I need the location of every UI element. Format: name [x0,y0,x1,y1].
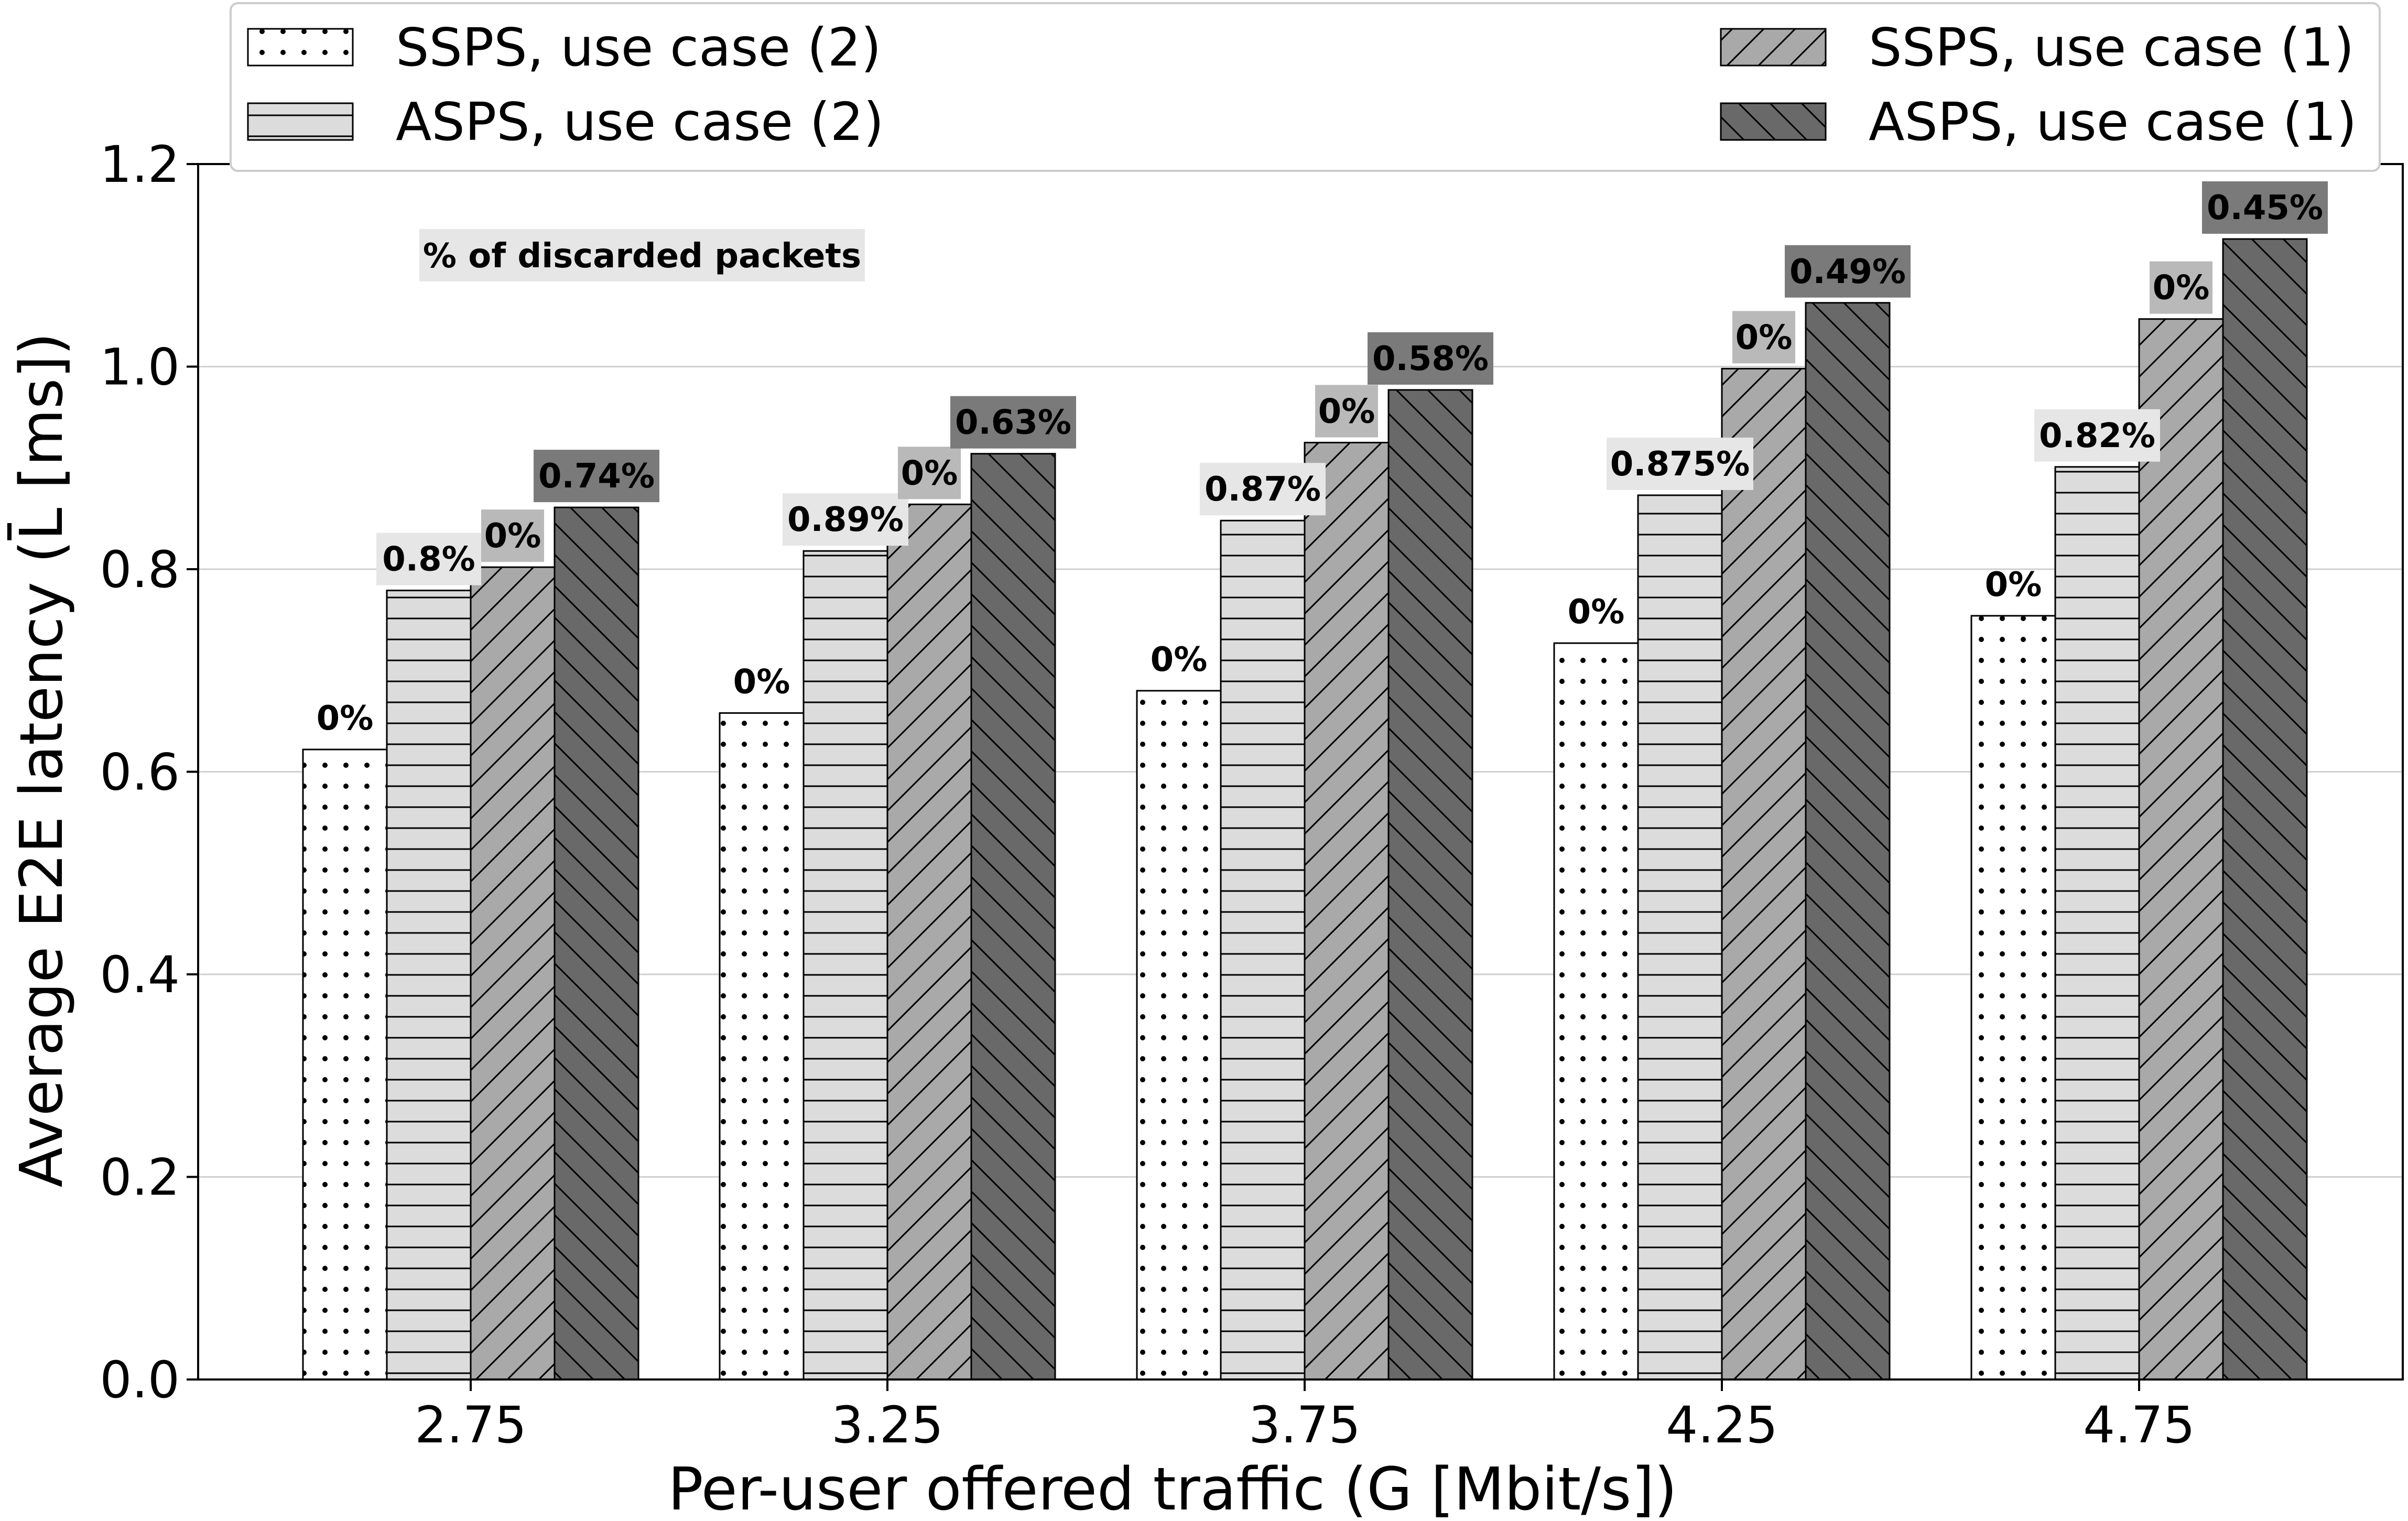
axes: 0.0 0.2 0.4 0.6 0.8 1.0 1.2 2.75 3.25 3.75 4.25 4.7… [100,135,2404,1454]
y-tick-label: 0.4 [100,946,180,1004]
bar-value-label: 0.875% [1610,445,1750,484]
bar-value-label: 0.89% [787,501,904,539]
y-tick-label: 0.8 [100,540,180,599]
bar-value-label: 0% [1985,566,2042,604]
bar-value-label: 0.87% [1205,470,1321,509]
bar-value-label: 0.82% [2039,417,2155,455]
bar-label-background [481,509,544,562]
x-tick-label: 4.75 [2083,1396,2195,1454]
bar-value-label: 0.8% [382,540,475,579]
annotation-title-text: % of discarded packets [423,237,861,276]
bar [1805,302,1891,1381]
x-tick-label: 2.75 [415,1396,527,1454]
bar-value-label: 0% [484,517,541,556]
y-tick-label: 0.2 [100,1148,180,1207]
bar [1721,367,1807,1381]
bar [886,503,972,1381]
bar-value-label: 0% [901,454,958,493]
bar [970,453,1056,1381]
bar [802,550,888,1381]
y-tick-label: 1.0 [100,338,180,397]
legend-label: SSPS, use case (2) [396,17,881,78]
bar-annotations: 0%0%0%0%0%0.8%0.89%0.87%0.875%0.82%0%0%0… [317,181,2328,738]
legend-swatch [247,28,354,67]
bar-value-label: 0% [733,662,790,701]
bar [1970,615,2056,1381]
y-tick-label: 0.0 [100,1351,180,1409]
bar [1637,494,1723,1381]
bar [719,712,805,1381]
bar [2222,238,2308,1381]
bar-label-background [1368,332,1493,385]
bar-value-label: 0.58% [1372,340,1489,378]
bar-value-label: 0% [1151,640,1208,679]
bar [302,748,388,1381]
bar-value-label: 0% [1318,392,1375,431]
bar-label-background [1200,463,1326,516]
bar-value-label: 0% [2153,269,2210,308]
bar-label-background [534,450,659,503]
bar-value-label: 0.63% [955,404,1071,442]
bar [386,590,472,1381]
y-tick-label: 0.6 [100,743,180,802]
x-tick-label: 3.75 [1249,1396,1361,1454]
bar-label-background [1315,385,1378,438]
x-axis-title: Per-user offered traffic (G [Mbit/s]) [668,1455,1677,1521]
legend: SSPS, use case (2) ASPS, use case (2) SSPS… [230,2,2381,172]
y-tick-label: 1.2 [100,135,180,194]
bar-label-background [2202,181,2328,234]
legend-label: SSPS, use case (1) [1869,17,2354,78]
bar-label-background [2150,261,2212,314]
bar-label-background [1785,245,1911,298]
bar-label-background [2034,409,2160,462]
bar-label-background [376,533,481,585]
y-axis-title: Average E2E latency (L̄ [ms]) [7,332,76,1187]
bar [1220,519,1306,1381]
bar-label-background [1732,311,1795,364]
bar [554,506,639,1381]
legend-swatch [247,102,354,141]
bar [1304,441,1390,1381]
annotation-title: % of discarded packets [419,229,865,281]
legend-swatch [1720,28,1827,67]
bar [1553,642,1639,1381]
legend-swatch [1720,102,1827,141]
bar [2054,466,2140,1381]
bar-value-label: 0% [1568,593,1625,632]
bar [2138,318,2224,1381]
bar-label-background [1607,437,1753,490]
bar-value-label: 0.74% [538,457,655,496]
bar-label-background [950,396,1076,449]
x-tick-label: 4.25 [1666,1396,1778,1454]
bar [470,566,556,1381]
bar-value-label: 0.49% [1789,253,1906,291]
bars [302,238,2308,1381]
bar-label-background [898,447,961,499]
bar-label-background [783,493,908,546]
x-tick-label: 3.25 [831,1396,943,1454]
legend-label: ASPS, use case (1) [1869,91,2357,153]
bar [1387,389,1473,1381]
bar-value-label: 0% [1736,318,1793,357]
bar-value-label: 0% [317,699,374,738]
bar-value-label: 0.45% [2207,189,2323,227]
bar [1136,690,1222,1381]
legend-label: ASPS, use case (2) [396,91,884,153]
